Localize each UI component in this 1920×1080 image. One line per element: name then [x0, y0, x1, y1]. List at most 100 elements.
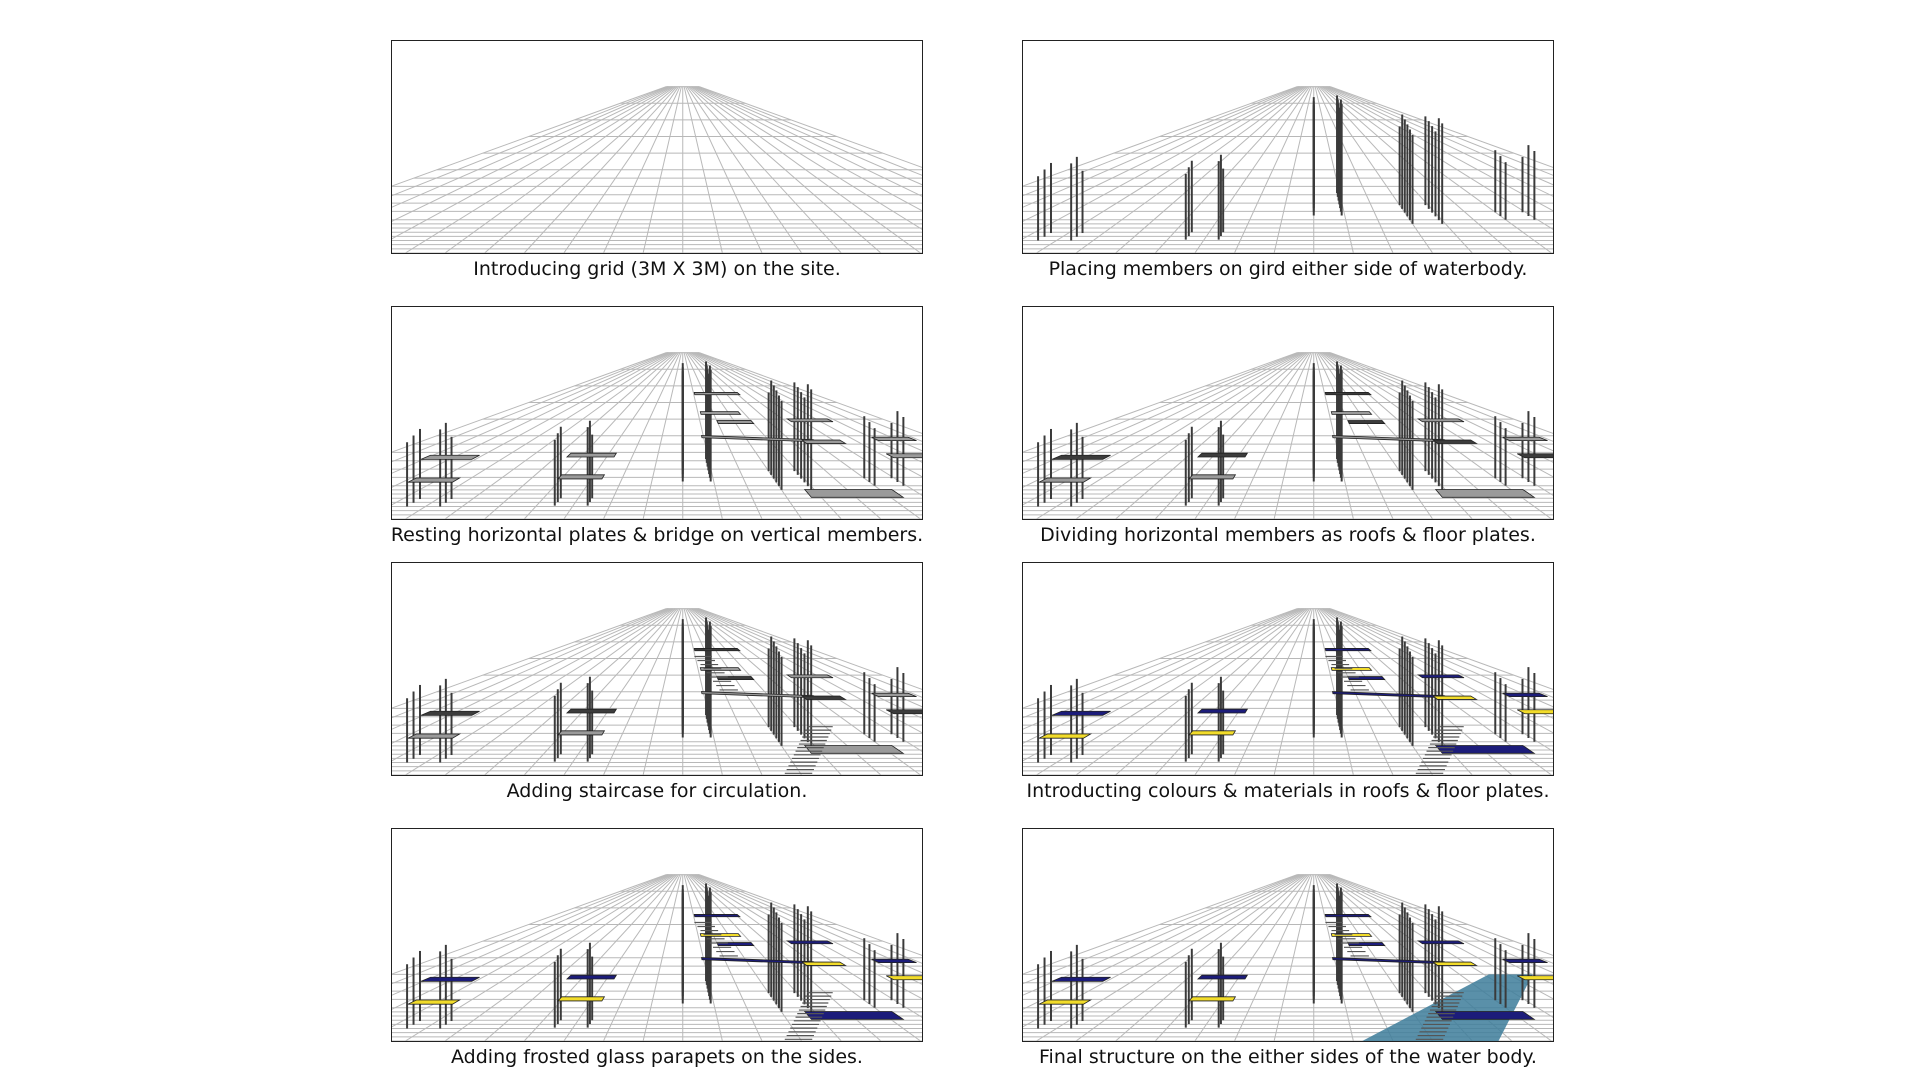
- panel-final: [1022, 828, 1554, 1042]
- horizontal-plate: [693, 392, 741, 396]
- landing-platform: [803, 489, 905, 498]
- grid-line: [1328, 86, 1553, 176]
- grid-line: [693, 874, 922, 1000]
- grid-line: [1325, 352, 1553, 463]
- horizontal-plate: [800, 695, 847, 700]
- grid-line: [1325, 608, 1553, 719]
- panel-staircase: [391, 562, 923, 776]
- horizontal-plate: [785, 940, 834, 945]
- grid-line: [1328, 874, 1553, 964]
- grid-line: [392, 86, 667, 187]
- grid-line: [1324, 608, 1553, 734]
- grid-line: [1023, 608, 1302, 744]
- grid-line: [693, 352, 922, 478]
- grid-line: [392, 352, 670, 474]
- grid-line: [1154, 874, 1309, 1041]
- horizontal-plate: [1502, 436, 1548, 442]
- grid-line: [1023, 86, 1299, 197]
- grid-line: [689, 86, 882, 253]
- grid-line: [1327, 608, 1553, 708]
- grid-line: [698, 352, 922, 434]
- grid-line: [1023, 352, 1299, 463]
- horizontal-plate: [1330, 411, 1373, 415]
- grid-line: [1023, 608, 1298, 709]
- grid-line: [1023, 874, 1299, 985]
- grid-line: [697, 608, 922, 698]
- grid-line: [1329, 86, 1553, 168]
- grid-line: [1154, 86, 1309, 253]
- grid-line: [1328, 608, 1553, 698]
- grid-line: [1075, 86, 1306, 253]
- panel-dividing: [1022, 306, 1554, 520]
- grid-line: [642, 352, 682, 519]
- grid-line: [1075, 608, 1306, 775]
- grid-line: [685, 86, 763, 253]
- grid-line: [1323, 86, 1553, 230]
- grid-line: [444, 608, 675, 775]
- grid-line: [1327, 86, 1553, 186]
- bridge: [700, 435, 818, 443]
- horizontal-plate: [1051, 976, 1111, 982]
- grid-line: [693, 86, 922, 212]
- grid-line: [685, 874, 763, 1041]
- grid-line: [1023, 86, 1298, 187]
- grid-line: [392, 874, 671, 1010]
- grid-line: [697, 86, 922, 176]
- grid-line: [1329, 608, 1553, 690]
- horizontal-plate: [565, 452, 618, 458]
- grid-line: [1023, 608, 1301, 730]
- caption-4: Dividing horizontal members as roofs & f…: [1040, 524, 1536, 546]
- grid-line: [405, 608, 674, 775]
- water-body: [1362, 974, 1533, 1041]
- grid-line: [603, 874, 681, 1041]
- horizontal-plate: [407, 733, 462, 739]
- grid-line: [642, 86, 682, 253]
- horizontal-plate: [800, 961, 847, 966]
- bridge: [700, 957, 818, 965]
- grid-line: [563, 874, 680, 1041]
- grid-line: [1194, 608, 1311, 775]
- grid-line: [692, 86, 922, 230]
- caption-7: Adding frosted glass parapets on the sid…: [451, 1046, 863, 1068]
- grid-line: [1023, 874, 1298, 975]
- grid-line: [405, 874, 674, 1041]
- grid-line: [1036, 608, 1305, 775]
- grid-line: [1115, 352, 1308, 519]
- grid-line: [1316, 86, 1394, 253]
- horizontal-plate: [871, 692, 917, 698]
- grid-line: [392, 874, 667, 975]
- grid-line: [523, 352, 678, 519]
- horizontal-plate: [1038, 733, 1093, 739]
- bridge: [1331, 691, 1449, 699]
- final-diagram: [1023, 874, 1553, 1041]
- grid-line: [523, 608, 678, 775]
- caption-3: Resting horizontal plates & bridge on ve…: [390, 524, 924, 546]
- grid-line: [692, 608, 922, 752]
- horizontal-plate: [407, 477, 462, 483]
- grid-line: [1323, 874, 1553, 1018]
- grid-line: [692, 874, 922, 1018]
- grid-line: [1234, 874, 1312, 1041]
- horizontal-plate: [1324, 914, 1372, 918]
- grid-line: [694, 874, 922, 985]
- grid-line: [484, 352, 677, 519]
- grid-line: [690, 86, 921, 253]
- horizontal-plate: [556, 730, 606, 736]
- horizontal-plate: [1517, 975, 1553, 981]
- grid-line: [444, 874, 675, 1041]
- grid-line: [1234, 86, 1312, 253]
- grid-line: [1234, 352, 1312, 519]
- grid-line: [1329, 352, 1553, 434]
- dividing-diagram: [1023, 352, 1553, 519]
- grid-line: [392, 86, 668, 197]
- bridge: [700, 691, 818, 699]
- grid-line: [392, 608, 670, 730]
- grid-line: [1273, 86, 1313, 253]
- grid-line: [1023, 352, 1304, 506]
- grid-line: [696, 86, 922, 186]
- grid-line: [392, 352, 667, 453]
- horizontal-plate: [556, 996, 606, 1002]
- horizontal-plate: [693, 648, 741, 652]
- horizontal-plate: [699, 411, 742, 415]
- grid-line: [563, 86, 680, 253]
